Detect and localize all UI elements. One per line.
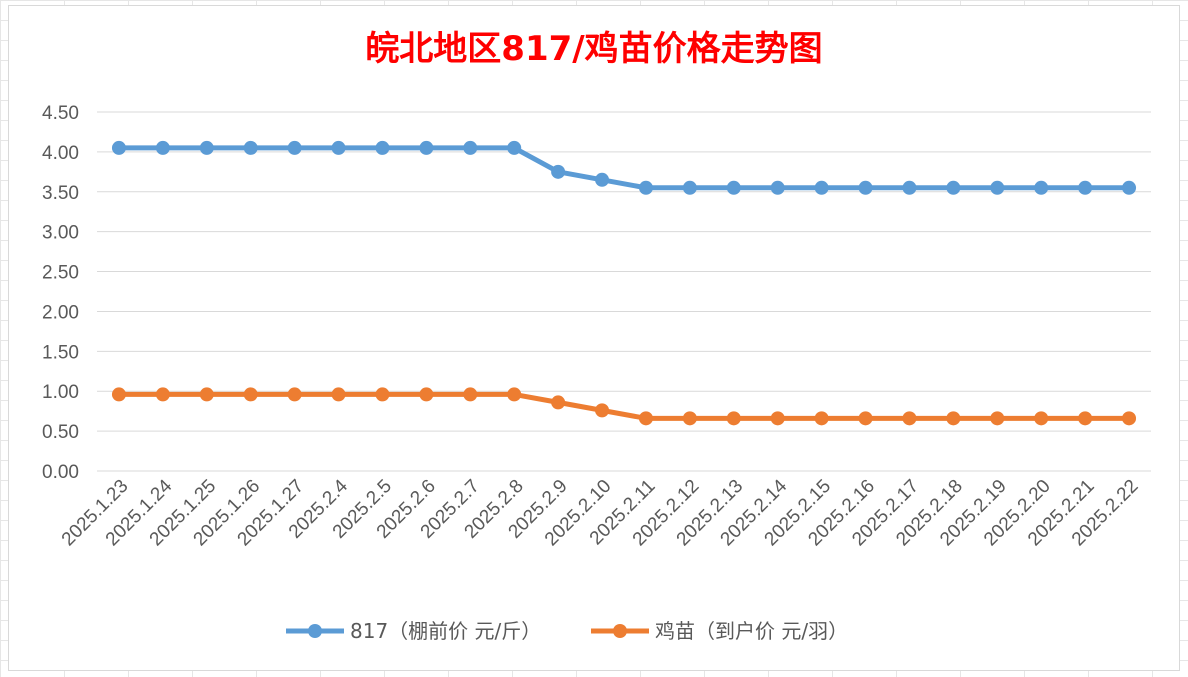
data-point [287,387,302,402]
y-tick-label: 2.00 [42,302,79,323]
data-point [595,172,610,187]
y-tick-label: 1.00 [42,382,79,403]
data-point [814,180,829,195]
data-point [243,387,258,402]
y-tick-label: 1.50 [42,342,79,363]
y-tick-label: 0.50 [42,422,79,443]
y-axis-tick-labels: 0.00 0.50 1.00 1.50 2.00 2.50 3.00 3.50 4.00 4.50 [42,103,79,483]
data-point [375,387,390,402]
series-line [116,391,1132,421]
legend: 817（棚前价 元/斤） 鸡苗（到户价 元/羽） [286,619,848,643]
data-point [770,180,785,195]
data-point [638,180,653,195]
series-lines [111,140,1137,426]
data-point [155,387,170,402]
data-point [726,411,741,426]
data-point [726,180,741,195]
data-point [551,395,566,410]
data-point [902,180,917,195]
legend-item-1: 817（棚前价 元/斤） [286,619,541,643]
data-point [1078,180,1093,195]
data-point [1122,180,1137,195]
data-point [990,180,1005,195]
data-point [199,387,214,402]
data-point [463,140,478,155]
data-point [331,140,346,155]
legend-marker [308,624,322,638]
legend-label: 鸡苗（到户价 元/羽） [655,619,848,643]
legend-label: 817（棚前价 元/斤） [350,619,541,643]
data-point [111,140,126,155]
data-point [243,140,258,155]
data-point [858,411,873,426]
data-point [463,387,478,402]
data-point [682,411,697,426]
data-point [199,140,214,155]
data-point [902,411,917,426]
data-point [638,411,653,426]
y-tick-label: 4.50 [42,103,79,124]
series-1 [111,140,1137,195]
legend-marker [613,624,627,638]
data-point [682,180,697,195]
data-point [375,140,390,155]
y-tick-label: 2.50 [42,263,79,284]
data-point [946,411,961,426]
data-point [507,140,522,155]
y-tick-label: 3.00 [42,223,79,244]
data-point [770,411,785,426]
chart-title: 皖北地区817/鸡苗价格走势图 [365,29,822,69]
y-tick-label: 3.50 [42,183,79,204]
data-point [858,180,873,195]
data-point [419,387,434,402]
data-point [814,411,829,426]
data-point [551,164,566,179]
y-tick-label: 4.00 [42,143,79,164]
data-point [990,411,1005,426]
data-point [1078,411,1093,426]
data-point [287,140,302,155]
legend-item-2: 鸡苗（到户价 元/羽） [591,619,848,643]
data-point [1122,411,1137,426]
data-point [419,140,434,155]
chart-area[interactable] [8,5,1180,671]
series-2 [111,387,1137,426]
y-tick-label: 0.00 [42,462,79,483]
data-point [507,387,522,402]
gridlines [97,111,1151,472]
data-point [595,403,610,418]
data-point [946,180,961,195]
data-point [1034,411,1049,426]
data-point [1034,180,1049,195]
data-point [331,387,346,402]
x-axis-tick-labels: 2025.1.232025.1.242025.1.252025.1.262025… [58,475,1143,550]
data-point [111,387,126,402]
data-point [155,140,170,155]
series-line [116,145,1132,191]
